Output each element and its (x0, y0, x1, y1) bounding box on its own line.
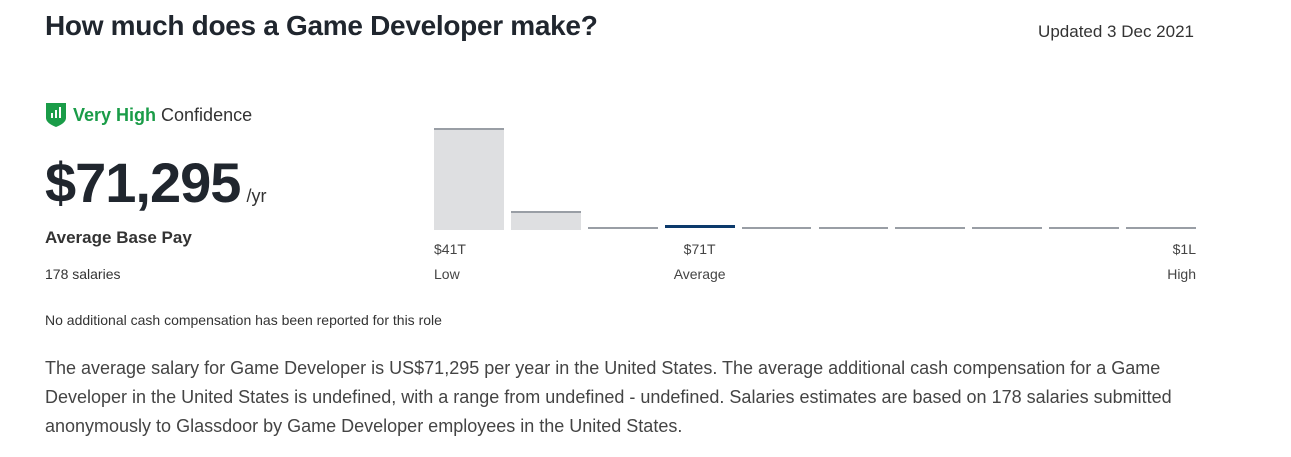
pay-label: Average Base Pay (45, 228, 192, 247)
histogram-bar (434, 128, 504, 230)
shield-bars-icon (46, 103, 66, 127)
pay-amount: $71,295 (45, 151, 241, 214)
histogram-bar (587, 227, 658, 230)
tick-caption: Average (673, 266, 726, 282)
histogram-bar (1049, 227, 1120, 230)
pay-unit: /yr (246, 186, 267, 206)
confidence-level: Very High (73, 104, 157, 125)
average-pay: $71,295 /yr (45, 150, 266, 215)
salary-description: The average salary for Game Developer is… (45, 358, 1172, 436)
tick-caption: Low (434, 266, 460, 282)
page-title: How much does a Game Developer make? (45, 10, 598, 41)
histogram-bar (818, 227, 889, 230)
tick-label: $41T (434, 241, 466, 257)
histogram-bar (741, 227, 812, 230)
histogram-bar (895, 227, 966, 230)
confidence-label: Confidence (161, 104, 253, 125)
histogram-bar (972, 227, 1043, 230)
histogram-bar (510, 211, 581, 230)
tick-label: $71T (683, 241, 716, 257)
histogram-bar (1126, 227, 1196, 230)
confidence-indicator: Very High Confidence (45, 102, 252, 128)
updated-date: Updated 3 Dec 2021 (1038, 22, 1194, 41)
tick-caption: High (1167, 266, 1196, 282)
tick-label: $1L (1172, 241, 1196, 257)
histogram-bar-average (664, 225, 735, 228)
compensation-note: No additional cash compensation has been… (45, 312, 442, 328)
salary-histogram: $41T Low $71T Average $1L High (434, 120, 1196, 290)
salaries-count: 178 salaries (45, 266, 121, 282)
